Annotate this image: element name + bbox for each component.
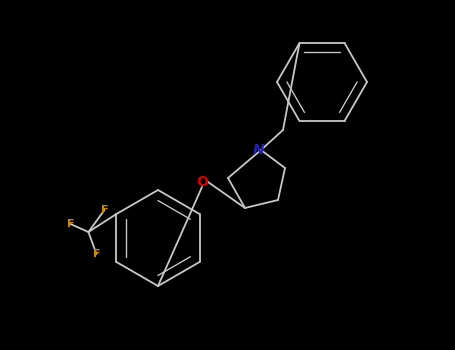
Text: F: F xyxy=(101,205,108,215)
Text: F: F xyxy=(93,249,100,259)
Text: F: F xyxy=(67,219,74,229)
Text: O: O xyxy=(196,175,208,189)
Text: N: N xyxy=(253,143,265,157)
